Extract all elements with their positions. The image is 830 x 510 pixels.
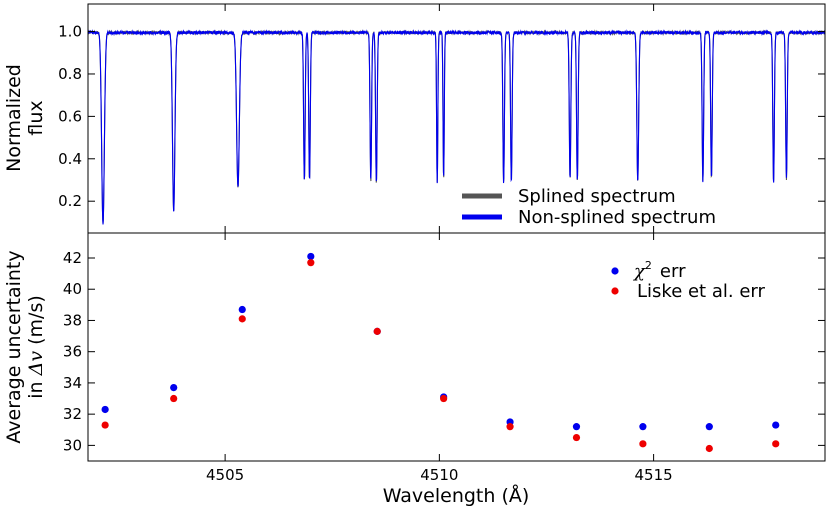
chi2-err-point	[170, 384, 178, 392]
liske-err-point	[639, 440, 647, 448]
liske-err-point	[307, 259, 315, 267]
liske-err-point	[572, 433, 581, 442]
nonsplined-spectrum-line	[87, 29, 826, 225]
splined-spectrum-line	[87, 29, 826, 224]
uncertainty-legend: χ2 err Liske et al. err	[611, 259, 765, 302]
uncertainty-y-tick-label: 30	[63, 436, 82, 454]
flux-y-tick-label: 1.0	[58, 23, 82, 41]
chi2-err-point	[307, 252, 315, 261]
uncertainty-y-tick-label: 32	[63, 405, 82, 423]
uncertainty-y-axis: 30 32 34 36 38 40 42	[63, 249, 825, 454]
chi2-err-point	[705, 423, 713, 431]
uncertainty-y-label-line2: in Δv (m/s)	[25, 295, 47, 399]
chi2-err-point	[772, 421, 780, 429]
spectrum-lines	[87, 29, 826, 225]
flux-y-tick-label: 0.6	[58, 107, 82, 125]
flux-y-label-line2: flux	[25, 100, 47, 135]
legend-liske-marker	[611, 287, 619, 295]
wavelength-tick-label: 4515	[635, 466, 673, 484]
flux-y-label-line1: Normalized	[3, 64, 25, 172]
liske-err-point	[705, 444, 713, 453]
ylabel-prefix: in	[25, 375, 47, 398]
ylabel-delta-v: Δv	[25, 351, 47, 377]
chi2-err-point	[238, 305, 246, 314]
legend-liske-label: Liske et al. err	[637, 281, 765, 302]
uncertainty-points	[101, 252, 780, 453]
chi2-err-point	[101, 405, 109, 414]
flux-plot-frame	[87, 3, 826, 234]
chi-suffix: err	[660, 261, 686, 282]
uncertainty-panel: 30 32 34 36 38 40 42 4505 4510 4515 χ2 err Liske …	[3, 232, 826, 507]
legend-chi2-label: χ2 err	[632, 259, 686, 282]
legend-nonsplined-label: Non-splined spectrum	[518, 207, 716, 228]
uncertainty-y-tick-label: 42	[63, 249, 82, 267]
uncertainty-plot-frame	[87, 232, 826, 462]
flux-y-tick-label: 0.4	[58, 150, 82, 168]
liske-err-point	[772, 440, 780, 448]
flux-y-tick-label: 0.2	[58, 192, 82, 210]
wavelength-tick-label: 4510	[420, 466, 458, 484]
chi-exponent: 2	[645, 259, 652, 272]
wavelength-x-axis: 4505 4510 4515	[206, 233, 673, 484]
wavelength-tick-label: 4505	[206, 466, 244, 484]
chi2-err-point	[639, 423, 647, 431]
uncertainty-y-tick-label: 34	[63, 374, 82, 392]
liske-err-point	[170, 394, 178, 403]
uncertainty-y-tick-label: 36	[63, 343, 82, 361]
uncertainty-y-label-line1: Average uncertainty	[3, 250, 25, 443]
liske-err-point	[101, 421, 109, 429]
flux-legend: Splined spectrum Non-splined spectrum	[462, 186, 716, 228]
flux-panel: 0.2 0.4 0.6 0.8 1.0 Splined spectrum Non-spl…	[3, 3, 826, 234]
legend-chi2-marker	[611, 267, 619, 275]
legend-splined-label: Splined spectrum	[518, 186, 676, 207]
flux-y-axis: 0.2 0.4 0.6 0.8 1.0	[58, 23, 825, 210]
chi2-err-point	[572, 423, 581, 431]
liske-err-point	[506, 423, 514, 431]
uncertainty-y-tick-label: 40	[63, 280, 82, 298]
x-axis-label: Wavelength (Å)	[383, 484, 530, 507]
ylabel-suffix: (m/s)	[25, 295, 47, 351]
uncertainty-y-tick-label: 38	[63, 311, 82, 329]
flux-x-ticks	[224, 4, 655, 233]
chi-symbol: χ	[632, 261, 646, 282]
flux-y-tick-label: 0.8	[58, 65, 82, 83]
liske-err-point	[440, 394, 448, 403]
liske-err-point	[373, 327, 381, 335]
liske-err-point	[238, 315, 246, 323]
